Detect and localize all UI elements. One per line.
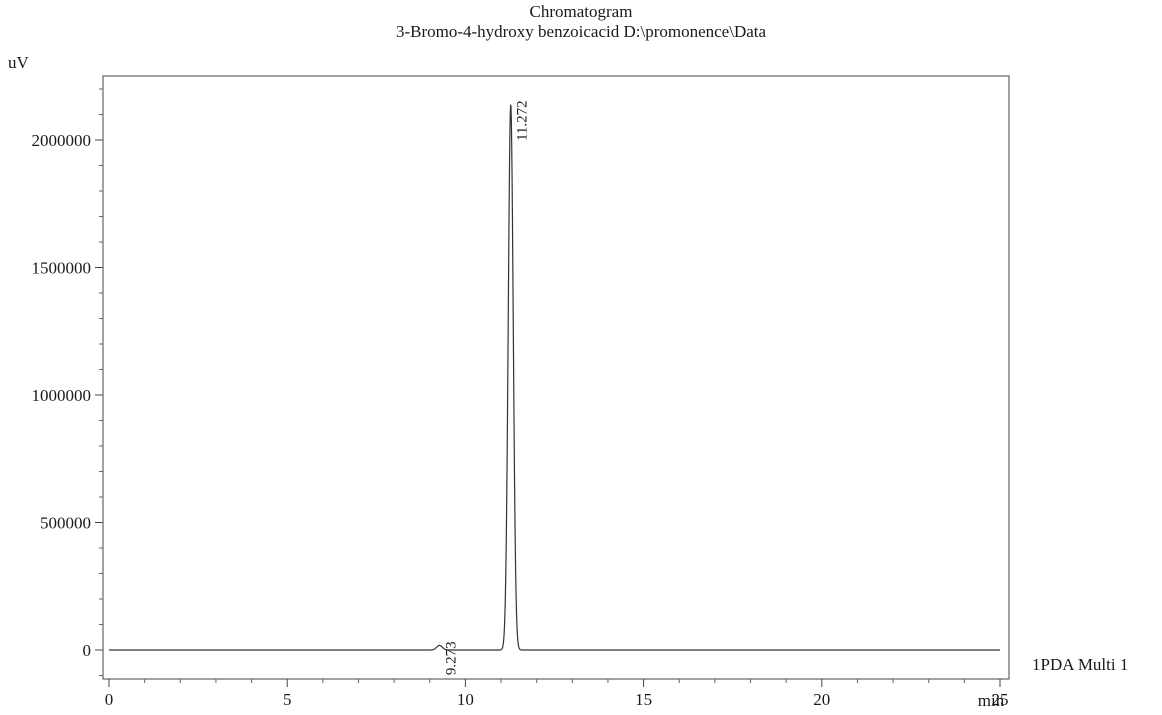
y-tick-label: 1000000 (32, 386, 92, 405)
y-axis: 0 500000 1000000 1500000 2000000 (32, 88, 103, 676)
y-tick-label: 0 (83, 641, 92, 660)
peak-labels: 9.273 11.272 (443, 100, 530, 675)
peak-label: 9.273 (443, 641, 459, 675)
chart-title: Chromatogram (529, 2, 633, 21)
chart-subtitle: 3-Bromo-4-hydroxy benzoicacid D:\promone… (395, 22, 767, 41)
x-tick-label: 0 (105, 690, 114, 709)
x-tick-label: 20 (813, 690, 830, 709)
x-axis: 0 5 10 15 20 25 (105, 679, 1009, 709)
plot-frame (102, 75, 1010, 680)
y-axis-label: uV (8, 53, 30, 72)
y-tick-label: 500000 (40, 514, 91, 533)
series-layer: 1PDA Multi 1 (109, 104, 1128, 674)
peak-label: 11.272 (515, 100, 531, 141)
series-line (109, 104, 1000, 651)
x-tick-label: 15 (635, 690, 652, 709)
x-tick-label: 10 (457, 690, 474, 709)
y-tick-label: 2000000 (32, 131, 92, 150)
series-name-label: 1PDA Multi 1 (1032, 655, 1128, 674)
x-axis-label: min (978, 691, 1005, 710)
x-tick-label: 5 (283, 690, 292, 709)
x-tick-label: 25 (992, 690, 1009, 709)
y-tick-label: 1500000 (32, 259, 92, 278)
